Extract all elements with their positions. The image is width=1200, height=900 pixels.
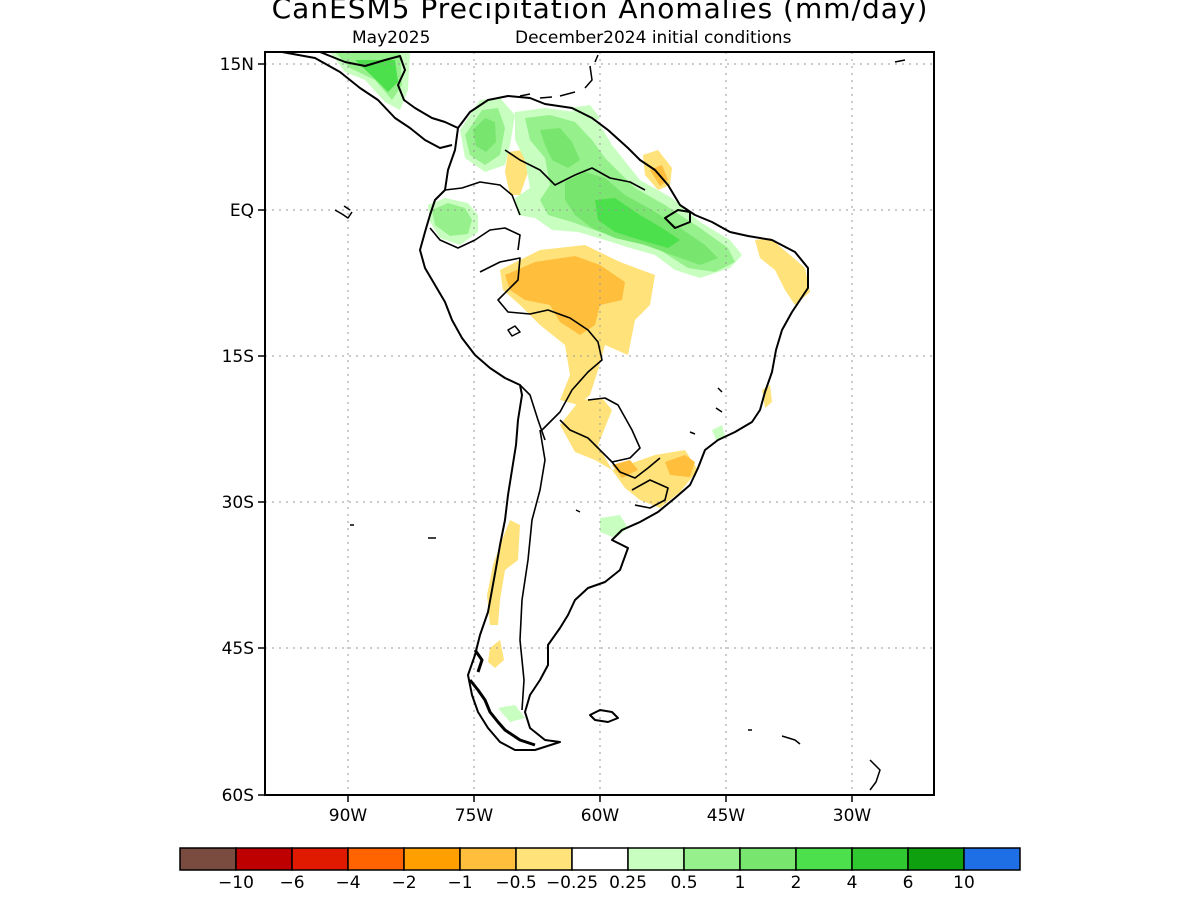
colorbar-label: 0.25 — [609, 873, 647, 893]
lake-titicaca — [507, 325, 521, 337]
wet-core-central-america — [355, 60, 398, 92]
lon-label-30w: 30W — [833, 806, 872, 826]
map-title: CanESM5 Precipitation Anomalies (mm/day) — [271, 0, 929, 25]
wet-core-venezuela — [540, 128, 580, 168]
lon-label-75w: 75W — [455, 806, 494, 826]
colorbar-swatch — [403, 847, 461, 871]
colorbar: −10 −6 −4 −2 −1 −0.5 −0.25 0.25 0.5 1 2 4 6 10 — [179, 847, 1021, 893]
lat-label-15n: 15N — [220, 55, 254, 75]
graticule — [265, 52, 934, 795]
colorbar-label: 6 — [903, 873, 914, 893]
wet-core-colombia — [473, 118, 496, 152]
south-america-coast — [419, 95, 809, 751]
lat-label-30s: 30S — [222, 493, 254, 513]
forecast-month: May2025 — [352, 28, 431, 48]
small-islands — [350, 387, 752, 731]
chilean-archipelago — [468, 649, 536, 747]
lat-label-15s: 15S — [222, 347, 254, 367]
colorbar-swatch — [627, 847, 685, 871]
lat-label-60s: 60S — [222, 786, 254, 806]
central-america-coast — [281, 52, 459, 149]
island-south-georgia — [781, 735, 801, 745]
wet-anomaly-patagonia — [498, 705, 525, 722]
islands-galapagos — [334, 205, 353, 219]
colorbar-label: 10 — [953, 873, 975, 893]
lon-label-90w: 90W — [329, 806, 368, 826]
lat-label-45s: 45S — [222, 639, 254, 659]
lon-axis — [347, 795, 853, 802]
colorbar-swatch — [347, 847, 405, 871]
colorbar-label: 2 — [791, 873, 802, 893]
wet-anomaly-uruguay — [600, 515, 628, 538]
wet-anomaly-brazil-coast — [712, 425, 725, 440]
lat-axis — [258, 63, 265, 796]
colorbar-swatch — [235, 847, 293, 871]
anomaly-layer — [330, 52, 810, 722]
colorbar-swatch — [515, 847, 573, 871]
colorbar-swatch — [795, 847, 853, 871]
colorbar-label: −4 — [335, 873, 360, 893]
dry-core-plata — [612, 460, 638, 478]
colorbar-swatch — [179, 847, 237, 871]
colorbar-swatch — [739, 847, 797, 871]
dry-core-amazon — [505, 256, 625, 335]
wet-mid-ecuador — [432, 203, 472, 236]
colorbar-label: −1 — [447, 873, 472, 893]
islands-caribbean — [519, 54, 906, 791]
lon-label-45w: 45W — [707, 806, 746, 826]
colorbar-label: −2 — [391, 873, 416, 893]
colorbar-swatch — [571, 847, 629, 871]
country-borders — [429, 149, 669, 711]
dry-core-brazil-south — [665, 455, 695, 477]
lat-label-eq: EQ — [230, 201, 254, 221]
colorbar-swatch — [291, 847, 349, 871]
colorbar-swatch — [459, 847, 517, 871]
colorbar-swatch — [907, 847, 965, 871]
colorbar-label: −0.25 — [546, 873, 598, 893]
colorbar-label: 4 — [847, 873, 858, 893]
dry-anomaly-patagonia — [488, 640, 504, 668]
colorbar-label: −10 — [218, 873, 254, 893]
dry-anomaly-chile — [487, 520, 520, 625]
coastlines — [281, 52, 906, 791]
colorbar-label: −0.5 — [495, 873, 536, 893]
dry-anomaly-northeast — [755, 238, 810, 305]
colorbar-label: −6 — [279, 873, 304, 893]
amazon-mouth — [664, 209, 691, 229]
colorbar-swatch — [683, 847, 741, 871]
lon-label-60w: 60W — [581, 806, 620, 826]
colorbar-swatch — [851, 847, 909, 871]
colorbar-label: 1 — [735, 873, 746, 893]
islands-falklands — [589, 709, 619, 723]
dry-anomaly-plata — [560, 398, 698, 508]
initial-conditions: December2024 initial conditions — [515, 28, 792, 48]
colorbar-label: 0.5 — [670, 873, 697, 893]
colorbar-swatch — [963, 847, 1021, 871]
